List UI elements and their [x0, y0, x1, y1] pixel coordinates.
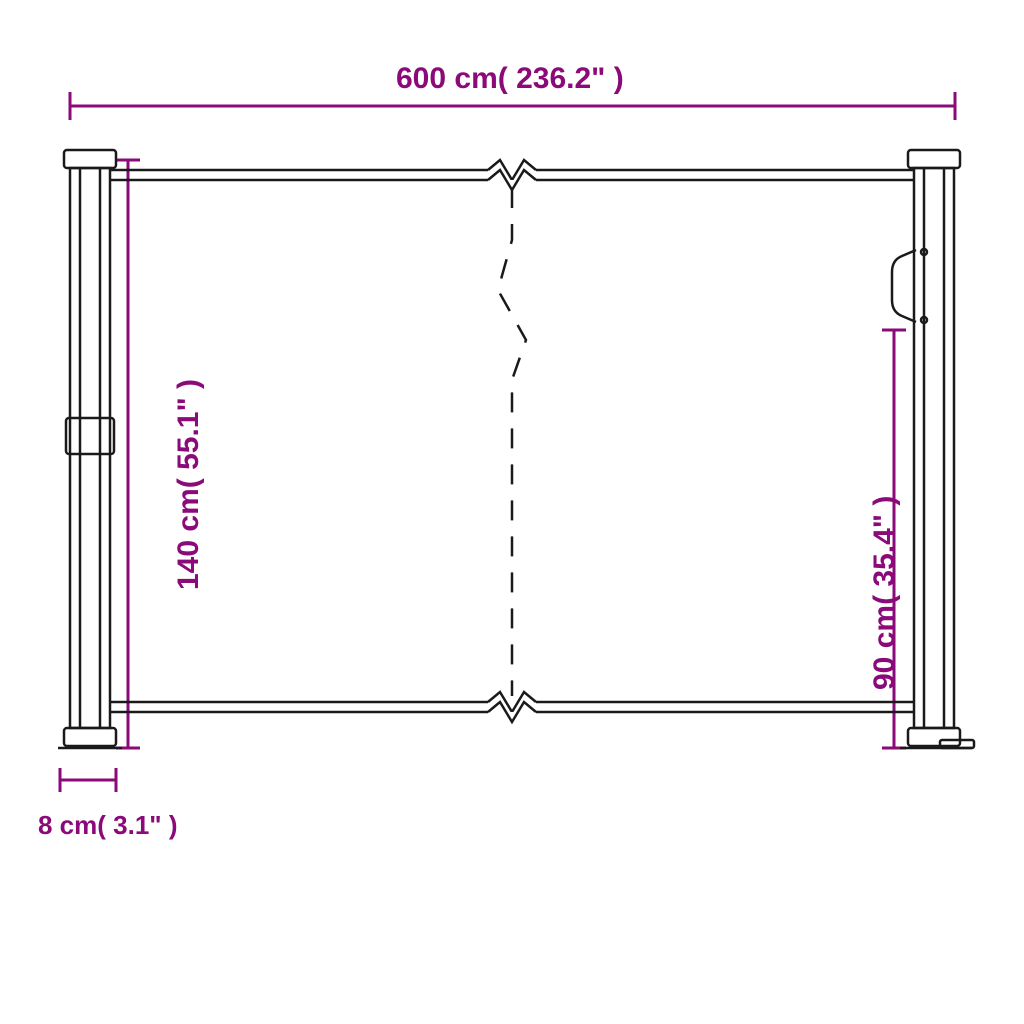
panel-left — [110, 170, 488, 712]
break-line — [498, 188, 526, 696]
panel-right — [536, 170, 914, 712]
left-post — [58, 150, 122, 748]
break-top — [488, 160, 536, 190]
dim-post-width — [60, 768, 116, 792]
dim-height-label: 140 cm( 55.1" ) — [172, 379, 206, 590]
diagram-canvas: 600 cm( 236.2" ) 140 cm( 55.1" ) 90 cm( … — [0, 0, 1024, 1024]
dim-height — [116, 160, 140, 748]
dim-width — [70, 92, 955, 120]
break-bottom — [488, 692, 536, 722]
dim-post-width-label: 8 cm( 3.1" ) — [38, 810, 178, 841]
dim-width-label: 600 cm( 236.2" ) — [396, 62, 624, 96]
right-post — [900, 150, 974, 748]
dim-post-height-label: 90 cm( 35.4" ) — [868, 496, 902, 690]
handle-icon — [892, 249, 927, 323]
